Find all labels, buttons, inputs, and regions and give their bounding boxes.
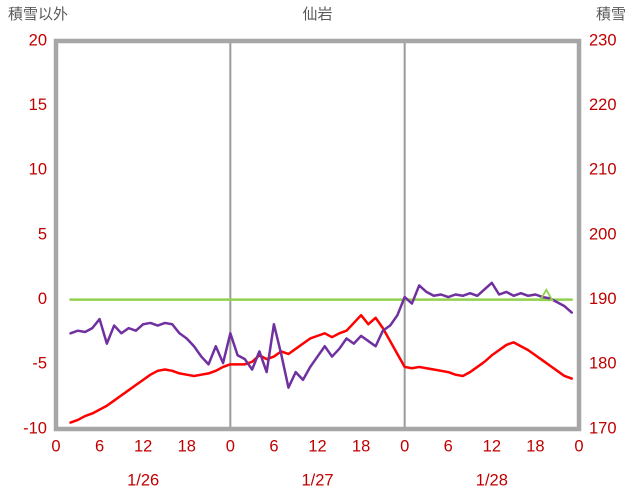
x-axis-tick-label: 18 [178,437,196,455]
triangle-marker [538,287,554,302]
series-red-line [69,313,573,424]
x-axis-tick-label: 6 [95,437,104,455]
left-axis-tick-label: -5 [32,355,47,373]
x-axis-day-label: 1/26 [127,471,159,489]
right-axis-tick-label: 170 [589,419,617,437]
left-axis-tick-label: 15 [29,96,47,114]
x-axis-tick-label: 12 [308,437,326,455]
x-axis-tick-label: 0 [574,437,583,455]
x-axis-tick-label: 12 [134,437,152,455]
left-axis-tick-label: 5 [38,225,47,243]
plot-frame [53,38,582,432]
x-axis-tick-label: 0 [400,437,409,455]
x-axis-tick-label: 6 [444,437,453,455]
right-axis-tick-label: 190 [589,290,617,308]
right-axis-tick-label: 210 [589,161,617,179]
right-axis-tick-label: 220 [589,96,617,114]
x-axis-day-label: 1/28 [476,471,508,489]
right-axis-tick-label: 180 [589,355,617,373]
right-axis-title: 積雪 [595,6,626,23]
left-axis-tick-label: 10 [29,161,47,179]
x-axis-tick-label: 6 [269,437,278,455]
right-axis-tick-label: 200 [589,225,617,243]
left-axis-tick-label: 0 [38,290,47,308]
x-axis-tick-label: 0 [226,437,235,455]
x-axis-tick-label: 18 [352,437,370,455]
left-axis-tick-label: 20 [29,31,47,49]
x-axis-tick-label: 12 [483,437,501,455]
x-axis-tick-label: 18 [526,437,544,455]
chart-title: 仙岩 [302,6,333,23]
left-axis-tick-label: -10 [23,419,47,437]
left-axis-title: 積雪以外 [8,6,69,23]
x-axis-day-label: 1/27 [301,471,333,489]
right-axis-tick-label: 230 [589,31,617,49]
series-purple-line [69,281,573,389]
x-axis-tick-label: 0 [51,437,60,455]
